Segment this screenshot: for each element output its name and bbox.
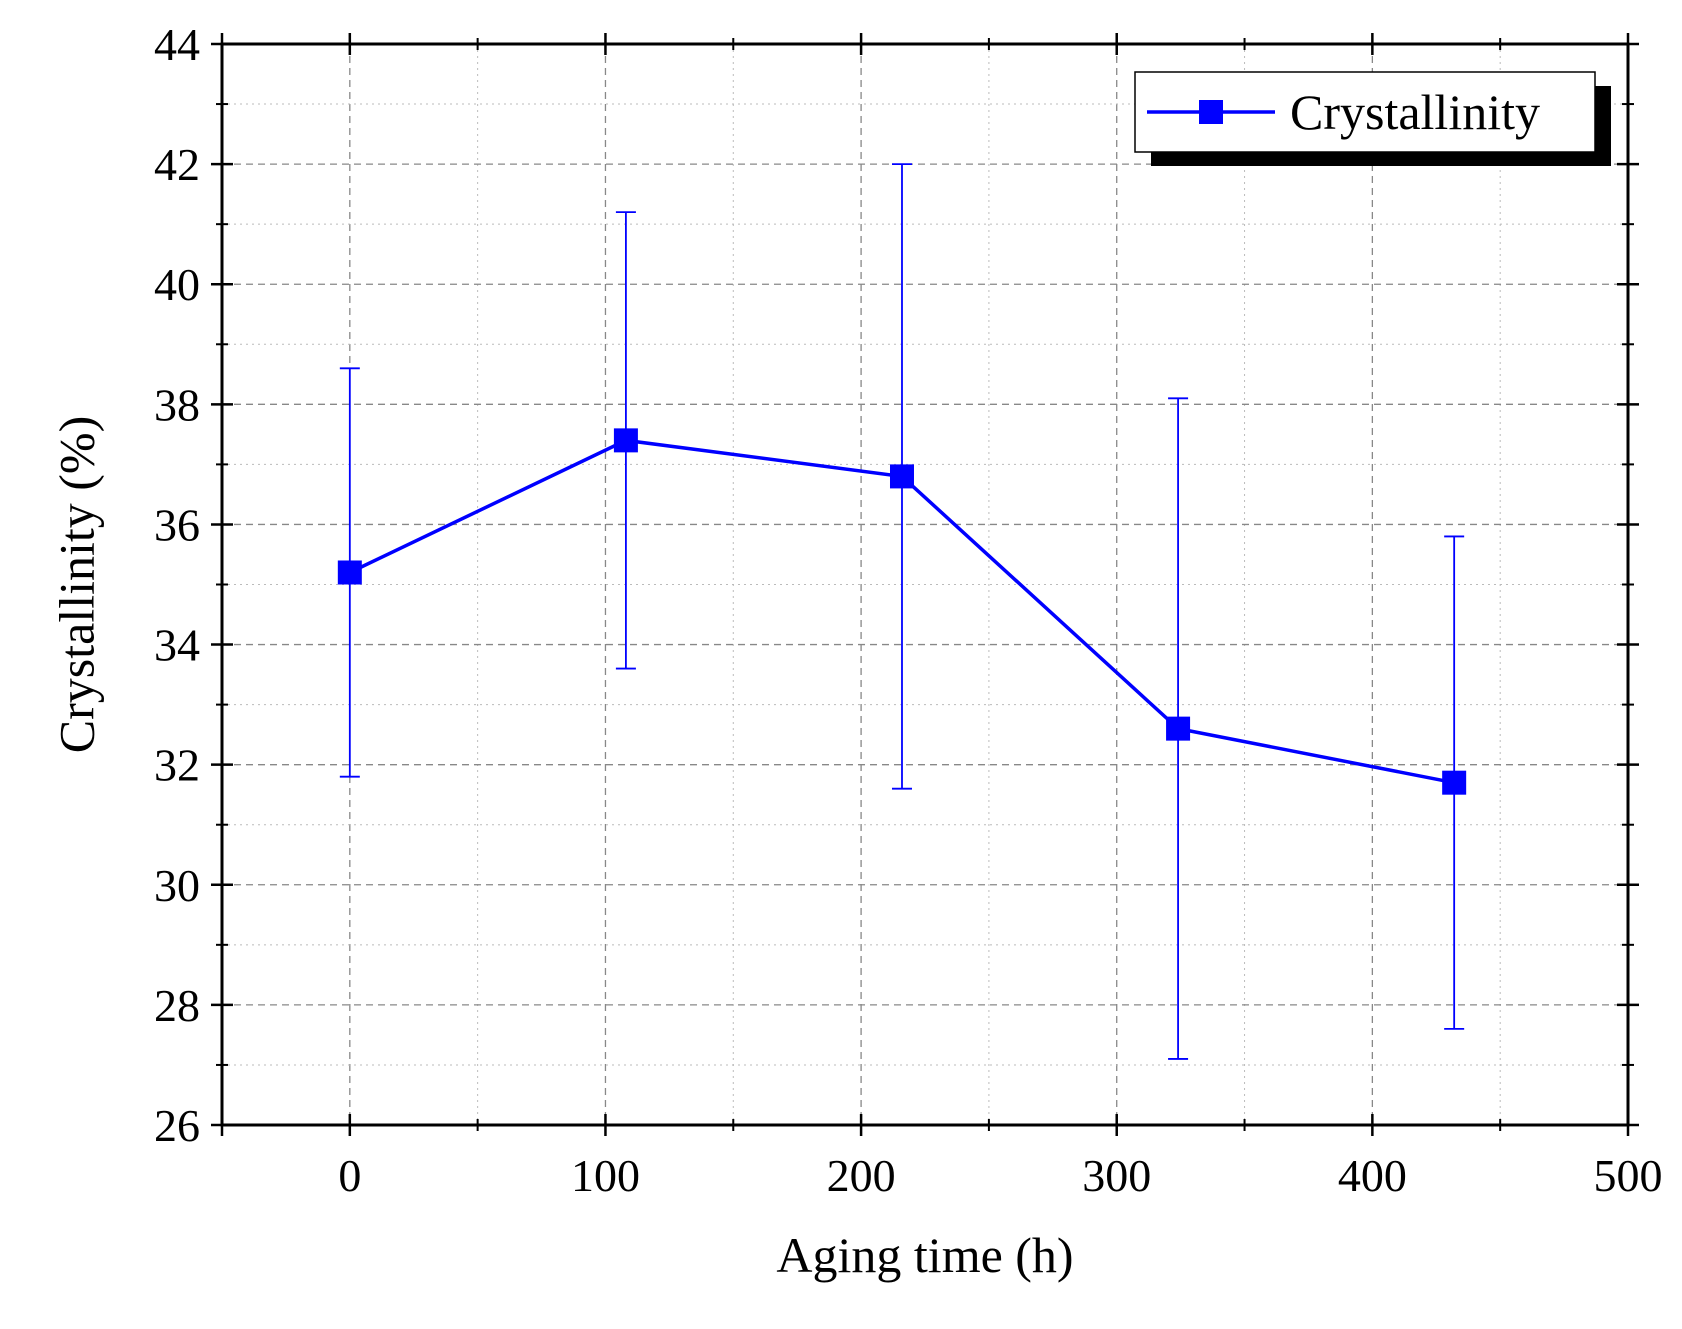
x-axis-title: Aging time (h) — [776, 1227, 1073, 1283]
x-tick-label: 500 — [1594, 1150, 1663, 1201]
y-tick-label: 30 — [154, 860, 200, 911]
grid — [222, 44, 1628, 1125]
data-point-marker — [613, 428, 638, 453]
y-tick-label: 42 — [154, 139, 200, 190]
legend-marker-sample — [1199, 100, 1223, 124]
y-tick-label: 32 — [154, 740, 200, 791]
y-axis-title: Crystallinity (%) — [48, 416, 104, 753]
data-point-marker — [1166, 716, 1191, 741]
legend-label: Crystallinity — [1290, 84, 1540, 140]
data-markers — [337, 428, 1467, 795]
tick-marks — [211, 33, 1639, 1136]
y-tick-label: 44 — [154, 19, 200, 70]
legend: Crystallinity — [1134, 71, 1611, 166]
data-point-marker — [337, 560, 362, 585]
x-tick-label: 300 — [1082, 1150, 1151, 1201]
x-tick-label: 100 — [571, 1150, 640, 1201]
x-tick-label: 0 — [338, 1150, 361, 1201]
y-tick-label: 38 — [154, 379, 200, 430]
data-point-marker — [889, 464, 914, 489]
y-tick-label: 40 — [154, 259, 200, 310]
x-tick-label: 400 — [1338, 1150, 1407, 1201]
y-tick-label: 36 — [154, 499, 200, 550]
y-tick-label: 28 — [154, 980, 200, 1031]
y-tick-label: 34 — [154, 620, 200, 671]
x-tick-label: 200 — [827, 1150, 896, 1201]
tick-labels: 0 100 200 300 400 500 26 28 30 32 34 36 38 40 42 44 — [154, 19, 1663, 1201]
data-point-marker — [1442, 770, 1467, 795]
y-tick-label: 26 — [154, 1100, 200, 1151]
